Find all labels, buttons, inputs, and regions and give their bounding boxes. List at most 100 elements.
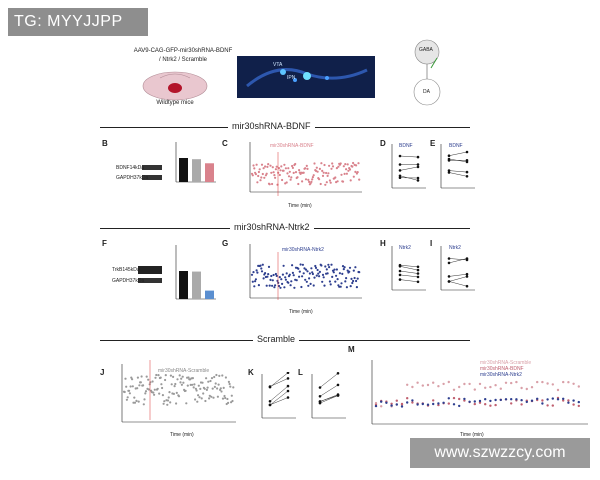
before-point: [447, 261, 451, 265]
bar: [192, 271, 201, 299]
data-point: [124, 377, 127, 380]
data-point: [478, 401, 482, 404]
data-point: [312, 284, 315, 287]
data-point: [426, 383, 430, 387]
data-point: [205, 377, 208, 380]
pair-line: [399, 155, 419, 158]
blot-bdnf-band: [142, 165, 162, 170]
data-point: [304, 268, 308, 271]
data-point: [154, 376, 157, 379]
bar: [192, 159, 201, 182]
data-point: [349, 179, 352, 182]
data-point: [333, 268, 336, 271]
after-point: [286, 372, 290, 374]
chart-m-xlabel: Time (min): [460, 432, 484, 438]
data-point: [278, 276, 281, 279]
data-point: [395, 399, 398, 402]
data-point: [254, 280, 257, 283]
data-point: [125, 398, 128, 401]
data-point: [324, 183, 327, 186]
data-point: [546, 382, 549, 385]
data-point: [281, 178, 284, 182]
data-point: [209, 379, 212, 383]
data-point: [312, 174, 315, 177]
data-point: [295, 279, 298, 282]
data-point: [253, 167, 256, 170]
panel-label-c: C: [222, 139, 228, 148]
data-point: [145, 375, 148, 378]
data-point: [452, 388, 456, 391]
data-point: [219, 387, 222, 390]
data-point: [556, 398, 560, 401]
data-point: [308, 277, 311, 280]
data-point: [227, 401, 230, 404]
chart-m-legend-bdnf: mir30shRNA-BDNF: [480, 366, 524, 372]
data-point: [155, 373, 158, 377]
data-point: [304, 278, 307, 281]
data-point: [216, 395, 219, 398]
panel-label-m: M: [348, 345, 355, 354]
after-point: [416, 265, 420, 269]
data-point: [447, 380, 450, 384]
data-point: [355, 164, 358, 167]
data-point: [143, 398, 146, 401]
data-point: [306, 270, 309, 273]
after-point: [416, 280, 420, 284]
data-point: [437, 402, 440, 405]
data-point: [304, 167, 307, 170]
data-point: [304, 178, 308, 181]
data-point: [510, 398, 513, 401]
data-point: [374, 404, 378, 408]
data-point: [336, 278, 339, 281]
data-point: [339, 285, 342, 288]
data-point: [353, 276, 356, 280]
data-point: [218, 374, 221, 377]
data-point: [411, 399, 414, 402]
data-point: [294, 162, 297, 166]
data-point: [463, 399, 466, 402]
data-point: [277, 284, 281, 288]
data-point: [305, 280, 308, 283]
data-point: [222, 386, 225, 389]
data-point: [473, 400, 476, 403]
data-point: [227, 380, 230, 383]
gaba-label: GABA: [419, 47, 433, 53]
data-point: [341, 272, 344, 275]
chart-j-trace-label: mir30shRNA-Scramble: [158, 368, 210, 374]
data-point: [318, 275, 321, 278]
data-point: [484, 398, 487, 401]
after-point: [416, 272, 420, 275]
data-point: [325, 181, 328, 184]
data-point: [125, 385, 128, 388]
data-point: [174, 382, 177, 386]
pair-line: [448, 273, 468, 277]
data-point: [280, 165, 283, 168]
after-point: [465, 170, 469, 174]
pair-line: [319, 395, 339, 402]
data-point: [126, 396, 129, 399]
data-point: [136, 387, 139, 390]
data-point: [297, 182, 300, 186]
vta-fluorescence-image: [237, 56, 375, 98]
data-point: [282, 169, 285, 172]
bar: [205, 290, 214, 299]
data-point: [345, 286, 348, 289]
pair-line: [399, 266, 419, 271]
data-point: [148, 383, 151, 386]
data-point: [162, 402, 165, 405]
pair-line: [448, 158, 468, 163]
data-point: [261, 172, 264, 176]
data-point: [390, 404, 393, 407]
data-point: [254, 173, 257, 176]
data-point: [161, 394, 164, 397]
pair-line: [269, 385, 289, 402]
section-title-ntrk2: mir30shRNA-Ntrk2: [230, 222, 314, 232]
data-point: [274, 284, 277, 287]
data-point: [468, 400, 471, 403]
data-point: [268, 284, 271, 287]
panel-label-j: J: [100, 368, 105, 377]
data-point: [452, 403, 456, 406]
after-point: [465, 284, 469, 288]
panel-label-g: G: [222, 239, 229, 248]
data-point: [489, 399, 492, 403]
